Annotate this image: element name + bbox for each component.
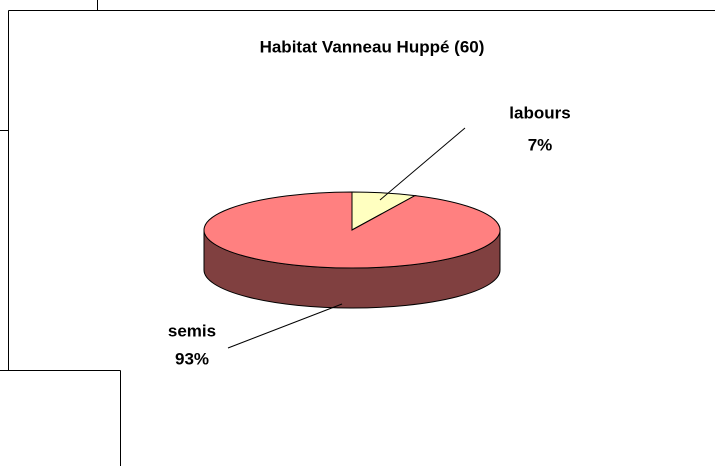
slice-label: labours xyxy=(509,103,570,122)
slice-value: 7% xyxy=(528,135,553,154)
slice-value: 93% xyxy=(175,349,209,368)
chart-title: Habitat Vanneau Huppé (60) xyxy=(260,37,485,56)
pie-slice xyxy=(203,191,501,269)
leader-line xyxy=(379,127,466,201)
slice-label: semis xyxy=(168,321,216,340)
leader-line xyxy=(227,303,343,349)
